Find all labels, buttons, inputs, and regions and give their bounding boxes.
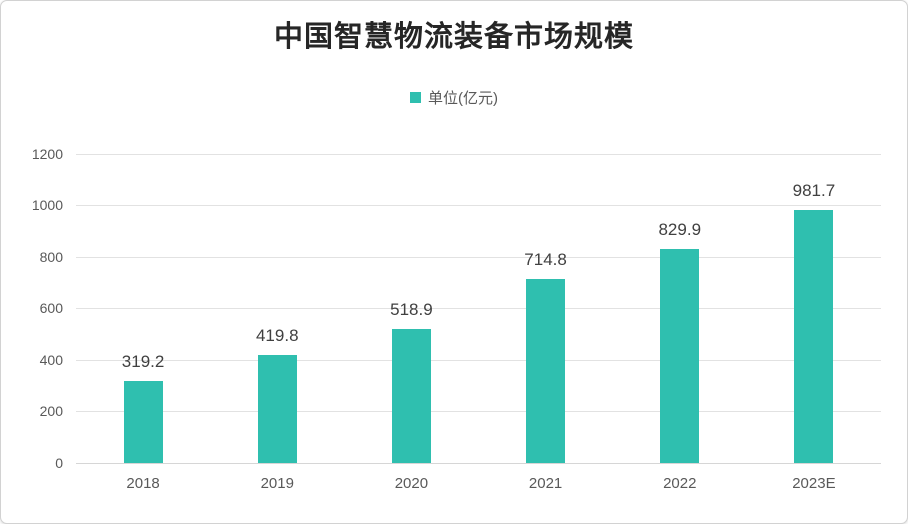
legend-label: 单位(亿元): [428, 90, 498, 107]
bar-value-label: 829.9: [658, 219, 702, 239]
bar: [391, 329, 431, 463]
gridline: [76, 205, 881, 207]
y-axis-tick-label: 1000: [31, 197, 63, 214]
y-axis-tick-label: 200: [39, 403, 63, 420]
y-axis-tick-label: 400: [39, 351, 63, 368]
y-axis-tick-label: 0: [55, 455, 63, 471]
bar: [257, 354, 297, 463]
x-axis-tick-label: 2020: [394, 475, 429, 492]
gridline: [76, 463, 881, 464]
gridline: [76, 411, 881, 413]
x-axis-tick-label: 2021: [528, 475, 563, 492]
bar: [123, 380, 163, 463]
legend-swatch-icon: [410, 92, 421, 103]
bar: [660, 248, 700, 463]
bar-value-label: 714.8: [524, 249, 567, 269]
x-axis-tick-label: 2022: [663, 475, 697, 492]
bar: [526, 278, 566, 463]
bar-value-label: 319.2: [121, 351, 165, 371]
y-axis-tick-label: 1200: [31, 145, 63, 162]
gridline: [76, 153, 881, 155]
gridline: [76, 359, 881, 361]
bar: [794, 209, 834, 463]
bar-value-label: 518.9: [390, 300, 433, 320]
bar-value-label: 981.7: [792, 180, 836, 200]
legend: 单位(亿元): [1, 87, 907, 108]
y-axis-tick-label: 800: [39, 248, 63, 265]
x-axis-tick-label: 2018: [126, 475, 160, 492]
chart-title: 中国智慧物流装备市场规模: [273, 21, 634, 53]
x-axis-tick-label: 2023E: [792, 475, 836, 492]
y-axis-tick-label: 600: [39, 300, 63, 317]
bar-value-label: 419.8: [255, 325, 299, 345]
x-axis-tick-label: 2019: [260, 475, 294, 492]
gridline: [76, 308, 881, 310]
gridline: [76, 256, 881, 258]
